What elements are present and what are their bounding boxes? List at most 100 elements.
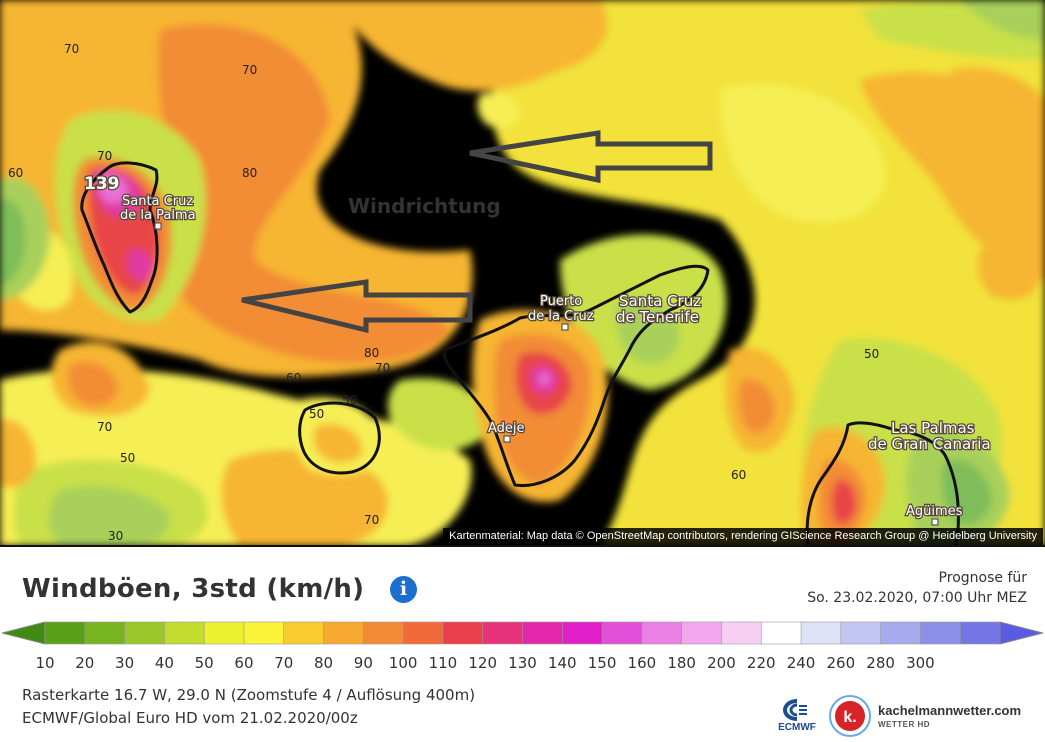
tenerife-coast [442, 264, 710, 488]
scale-swatch [363, 621, 404, 645]
scale-swatch [959, 621, 1001, 645]
wind-gust-map[interactable]: Windrichtung Santa Cruz de la Palma Puer… [0, 0, 1045, 546]
contour-label: 70 [375, 361, 390, 375]
label-puerto-cruz-1: Puerto [540, 294, 582, 309]
scale-tick-label: 130 [508, 654, 537, 672]
raster-info: Rasterkarte 16.7 W, 29.0 N (Zoomstufe 4 … [22, 686, 476, 704]
scale-swatch [522, 621, 564, 645]
contour-label: 50 [309, 407, 324, 421]
scale-tick-label: 20 [75, 654, 95, 672]
scale-tick-label: 100 [388, 654, 418, 672]
scale-arrow-left [1, 621, 46, 645]
scale-tick-label: 220 [746, 654, 776, 672]
la-palma-core [73, 157, 171, 310]
map-attribution: Kartenmaterial: Map data © OpenStreetMap… [443, 528, 1043, 545]
scale-swatch [800, 621, 842, 645]
contour-label: 70 [64, 42, 79, 56]
label-adeje: Adeje [488, 421, 525, 436]
kachelmann-logo: k. [828, 694, 872, 738]
scale-swatch [880, 621, 922, 645]
contour-label: 70 [364, 513, 379, 527]
scale-tick-label: 140 [547, 654, 577, 672]
max-value-label: 139 [84, 174, 120, 194]
contour-label: 50 [342, 393, 357, 407]
marker-aguimes [931, 518, 939, 526]
scale-swatch [721, 621, 763, 645]
contour-label: 80 [242, 166, 257, 180]
contour-labels: 70 70 60 70 80 80 70 60 50 50 70 50 30 7… [8, 42, 879, 543]
scale-swatch [124, 621, 166, 645]
place-labels: Santa Cruz de la Palma Puerto de la Cruz… [83, 173, 992, 521]
label-santa-cruz-tenerife-2: de Tenerife [616, 308, 699, 326]
coastlines [80, 161, 960, 546]
scale-tick-label: 150 [587, 654, 617, 672]
scale-swatch [243, 621, 285, 645]
scale-swatch [482, 621, 524, 645]
arrow-lower [241, 279, 473, 334]
wind-direction-arrows [241, 130, 713, 334]
kachelmann-subtitle: WETTER HD [878, 720, 931, 729]
label-santa-cruz-palma-1: Santa Cruz [122, 194, 193, 209]
scale-swatch [203, 621, 245, 645]
legend-title: Windböen, 3std (km/h) [22, 574, 365, 604]
la-palma-coast [80, 161, 159, 314]
wind-direction-label: Windrichtung [348, 194, 501, 218]
scale-tick-label: 240 [786, 654, 816, 672]
map-bottom-border [0, 545, 1045, 547]
label-aguimes: Agüimes [906, 504, 963, 519]
marker-puerto-cruz [561, 323, 569, 331]
forecast-label: Prognose für [938, 570, 1027, 586]
la-gomera-coast [298, 401, 381, 475]
scale-swatch [323, 621, 365, 645]
scale-tick-label: 160 [627, 654, 657, 672]
arrow-upper [469, 130, 713, 184]
scale-tick-label: 10 [35, 654, 55, 672]
scale-tick-label: 80 [313, 654, 334, 672]
scale-tick-label: 60 [234, 654, 254, 672]
kachelmann-name[interactable]: kachelmannwetter.com [878, 703, 1022, 718]
contour-label: 80 [364, 346, 379, 360]
scale-tick-label: 110 [428, 654, 458, 672]
contour-label: 60 [8, 166, 23, 180]
label-las-palmas-1: Las Palmas [891, 419, 975, 437]
scale-tick-label: 180 [667, 654, 696, 672]
svg-text:k.: k. [843, 709, 856, 726]
scale-tick-label: 280 [866, 654, 895, 672]
scale-swatch [561, 621, 603, 645]
contour-label: 70 [97, 149, 112, 163]
color-scale [0, 618, 1045, 648]
scale-swatch [840, 621, 882, 645]
label-puerto-cruz-2: de la Cruz [528, 309, 594, 324]
ecmwf-logo [772, 697, 822, 737]
scale-tick-label: 200 [707, 654, 736, 672]
contour-label: 60 [286, 371, 301, 385]
scale-swatch [442, 621, 484, 645]
scale-tick-label: 120 [468, 654, 498, 672]
contour-label: 50 [120, 451, 135, 465]
forecast-date: So. 23.02.2020, 07:00 Uhr MEZ [807, 590, 1027, 606]
scale-swatch [920, 621, 962, 645]
info-icon[interactable]: i [390, 576, 417, 603]
model-info: ECMWF/Global Euro HD vom 21.02.2020/00z [22, 709, 358, 727]
place-markers [154, 222, 939, 526]
scale-swatch [283, 621, 325, 645]
scale-swatch [44, 621, 86, 645]
contour-label: 60 [731, 468, 746, 482]
label-santa-cruz-palma-2: de la Palma [120, 208, 196, 223]
scale-tick-label: 90 [353, 654, 373, 672]
scale-swatch [601, 621, 643, 645]
contour-label: 70 [97, 420, 112, 434]
scale-swatch [641, 621, 683, 645]
label-las-palmas-2: de Gran Canaria [868, 435, 991, 453]
contour-label: 70 [242, 63, 257, 77]
scale-swatch [84, 621, 126, 645]
color-scale-ticks: 10 20 30 40 50 60 70 80 90 100 110 120 130 140 150 160 1… [0, 654, 1045, 674]
scale-tick-label: 50 [194, 654, 214, 672]
contour-label: 50 [864, 347, 879, 361]
marker-adeje [503, 435, 511, 443]
label-santa-cruz-tenerife-1: Santa Cruz [619, 292, 701, 310]
scale-swatch [681, 621, 723, 645]
scale-swatch [164, 621, 205, 645]
scale-tick-label: 70 [274, 654, 294, 672]
scale-tick-label: 260 [826, 654, 856, 672]
